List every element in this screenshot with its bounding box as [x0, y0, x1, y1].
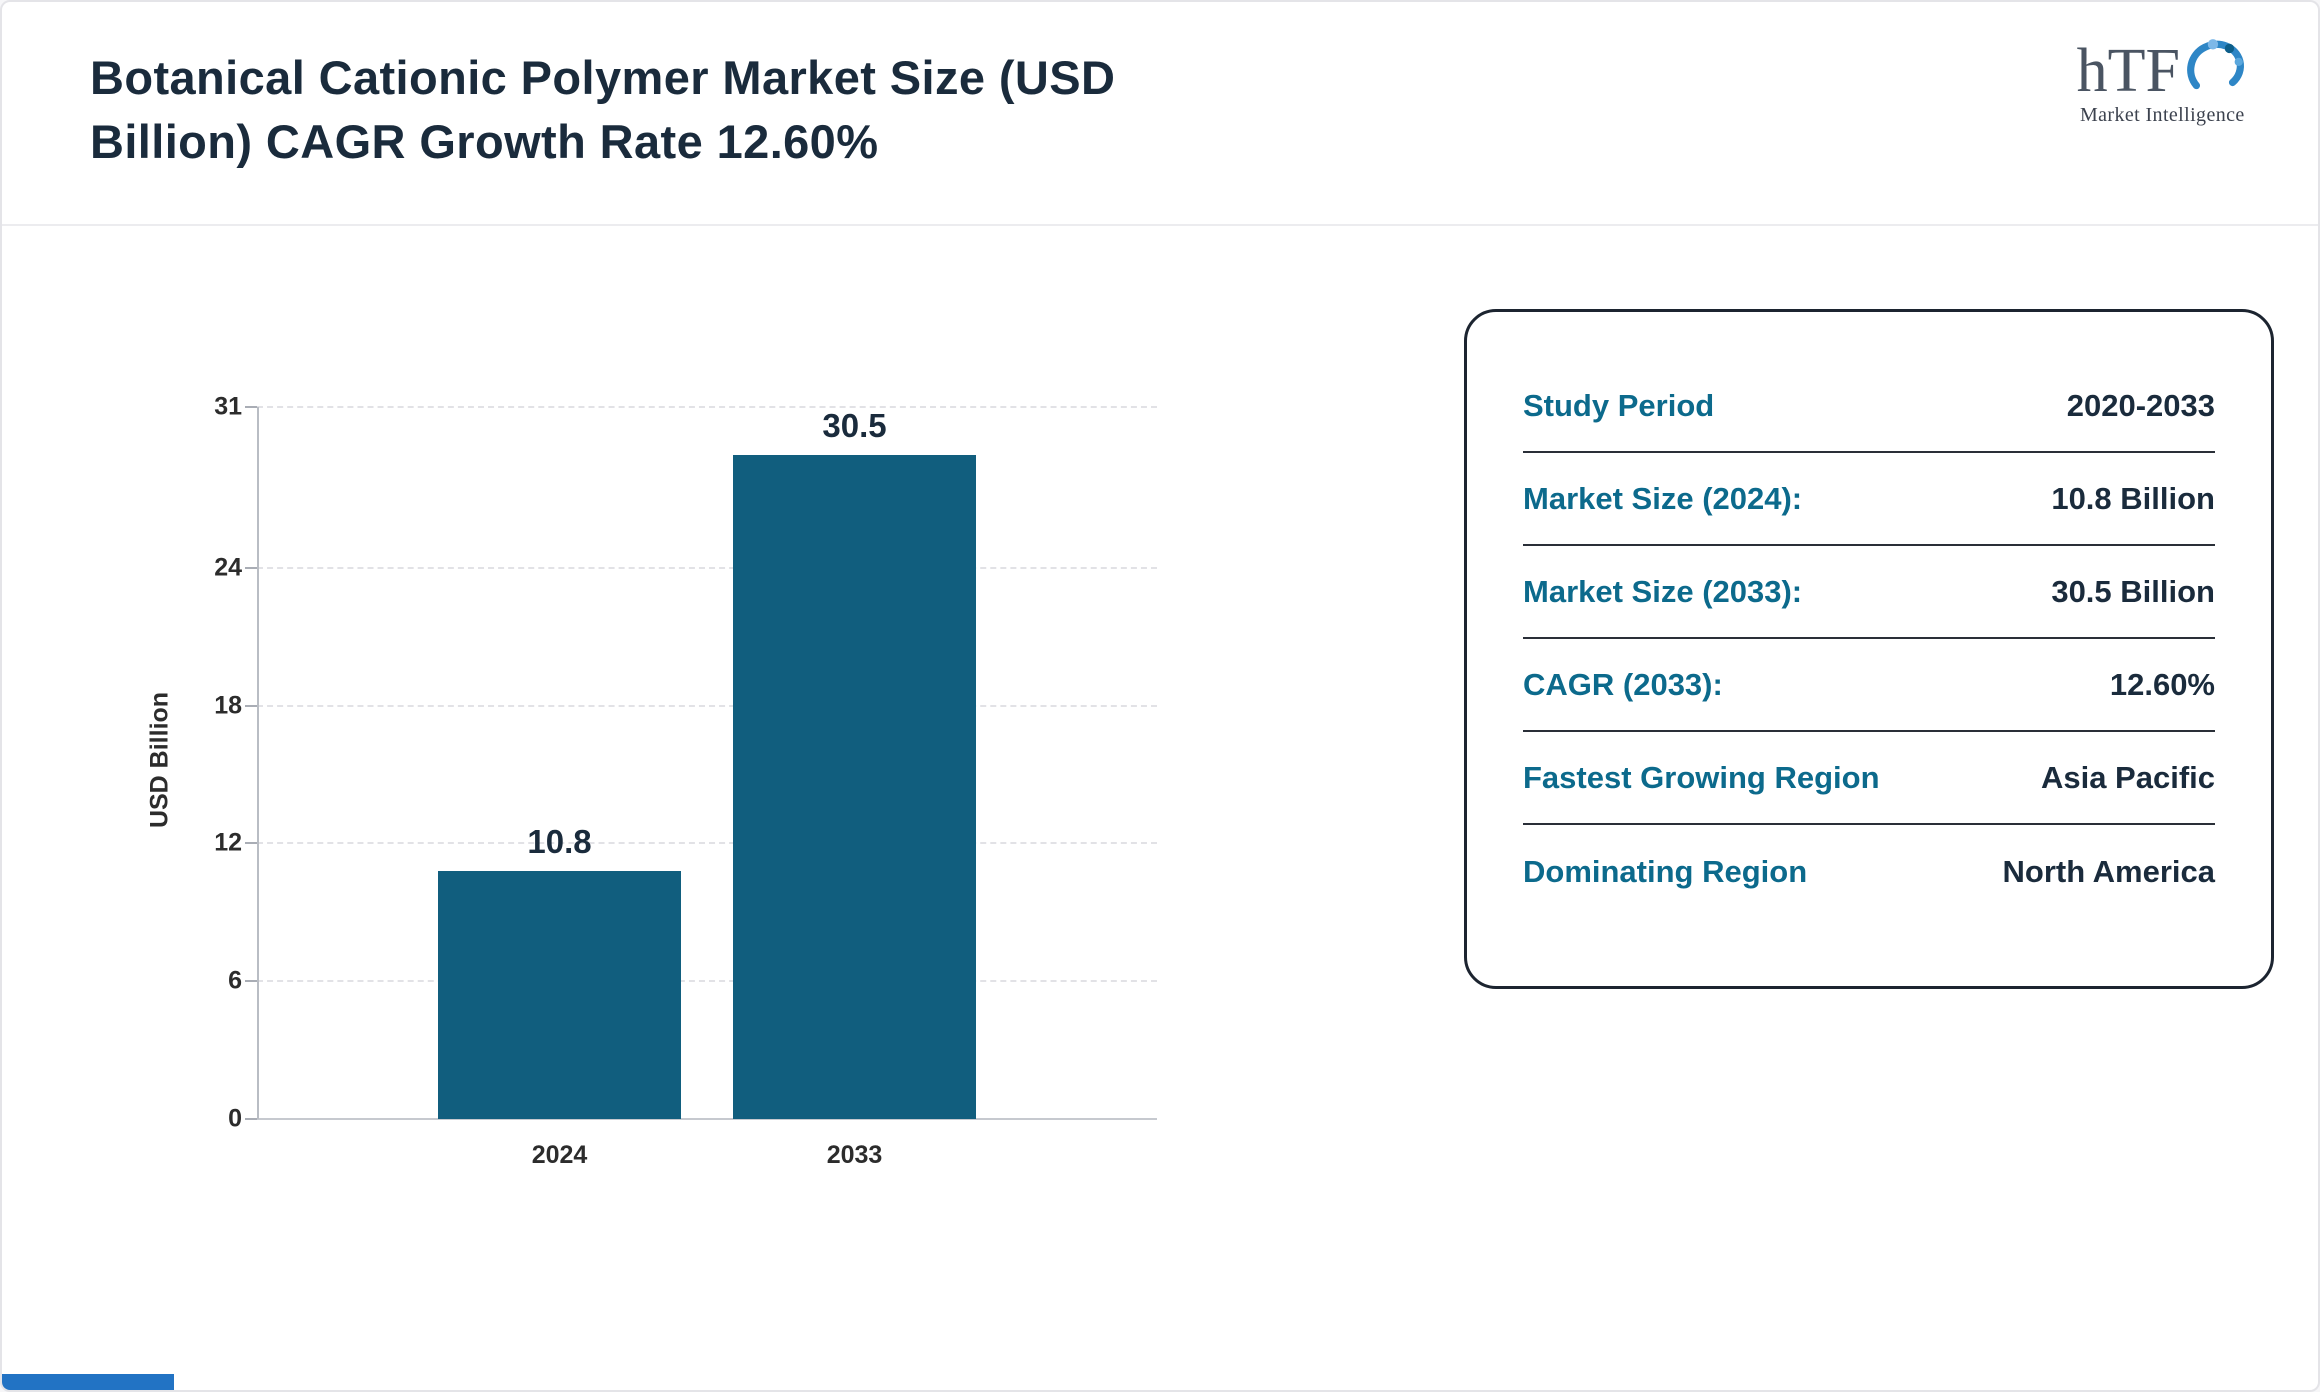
bar-2033: 30.5 [733, 407, 976, 1119]
info-row-label: Fastest Growing Region [1523, 759, 1880, 795]
y-tick-label: 18 [214, 691, 242, 720]
info-row: Market Size (2024): 10.8 Billion [1523, 453, 2215, 546]
bar-rect-2033 [733, 455, 976, 1119]
info-row: Fastest Growing Region Asia Pacific [1523, 732, 2215, 825]
x-axis-labels: 2024 2033 [257, 1141, 1157, 1170]
y-tick-label: 0 [228, 1104, 242, 1133]
bar-rect-2024 [438, 870, 681, 1119]
info-row-value: 30.5 Billion [2051, 573, 2215, 609]
y-axis-line [257, 407, 259, 1119]
info-row: Study Period 2020-2033 [1523, 360, 2215, 453]
gridlines [245, 406, 1157, 1120]
info-row-value: Asia Pacific [2040, 759, 2215, 795]
gridline [257, 566, 1157, 569]
page-title-line2: Billion) CAGR Growth Rate 12.60% [90, 114, 879, 168]
info-row-label: Market Size (2033): [1523, 573, 1803, 609]
bar-value-label: 10.8 [527, 822, 592, 860]
logo-row: hTF [2076, 37, 2248, 105]
info-card: Study Period 2020-2033 Market Size (2024):… [1464, 309, 2274, 989]
y-tick-mark [245, 1118, 257, 1120]
x-tick-label: 2024 [531, 1141, 588, 1169]
info-card-rows: Study Period 2020-2033 Market Size (2024):… [1523, 360, 2215, 918]
gridline [257, 980, 1157, 983]
gridline [257, 406, 1157, 408]
logo-swoosh-icon [2182, 34, 2248, 100]
footer-accent-bar [2, 1374, 174, 1390]
y-tick-mark [245, 566, 257, 569]
bar-value-label: 30.5 [822, 407, 887, 444]
y-tick-label: 31 [214, 392, 242, 421]
info-row-label: CAGR (2033): [1523, 666, 1723, 702]
y-axis-tick-labels: 0 6 12 18 24 31 [132, 393, 242, 1133]
x-axis-line [257, 1118, 1157, 1120]
bar-2024: 10.8 [438, 407, 681, 1119]
gridline [257, 704, 1157, 707]
info-row: Market Size (2033): 30.5 Billion [1523, 546, 2215, 639]
header-divider [2, 224, 2318, 226]
info-row: CAGR (2033): 12.60% [1523, 639, 2215, 732]
plot-area: 10.8 30.5 [245, 406, 1157, 1120]
info-row-label: Market Size (2024): [1523, 480, 1803, 516]
logo-text: hTF [2076, 37, 2180, 105]
logo-subtext: Market Intelligence [2079, 104, 2245, 126]
info-row-label: Dominating Region [1523, 853, 1808, 889]
y-tick-mark [245, 842, 257, 845]
page-title-line1: Botanical Cationic Polymer Market Size (… [90, 51, 1116, 104]
info-row-label: Study Period [1523, 387, 1715, 423]
htf-logo: hTF Market Intelligence [2076, 37, 2248, 127]
y-tick-label: 12 [214, 828, 242, 857]
info-row-value: 10.8 Billion [2051, 480, 2215, 516]
page-title: Botanical Cationic Polymer Market Size (… [90, 46, 1115, 174]
gridline [257, 842, 1157, 845]
y-tick-mark [245, 980, 257, 983]
bars: 10.8 30.5 [257, 407, 1157, 1119]
y-tick-mark [245, 406, 257, 408]
y-tick-label: 6 [228, 966, 242, 995]
info-row: Dominating Region North America [1523, 825, 2215, 918]
x-tick-label: 2033 [826, 1141, 883, 1169]
y-tick-label: 24 [214, 553, 242, 582]
y-tick-mark [245, 704, 257, 707]
info-row-value: 12.60% [2109, 666, 2215, 702]
info-row-value: North America [2002, 853, 2215, 889]
info-row-value: 2020-2033 [2066, 387, 2215, 423]
